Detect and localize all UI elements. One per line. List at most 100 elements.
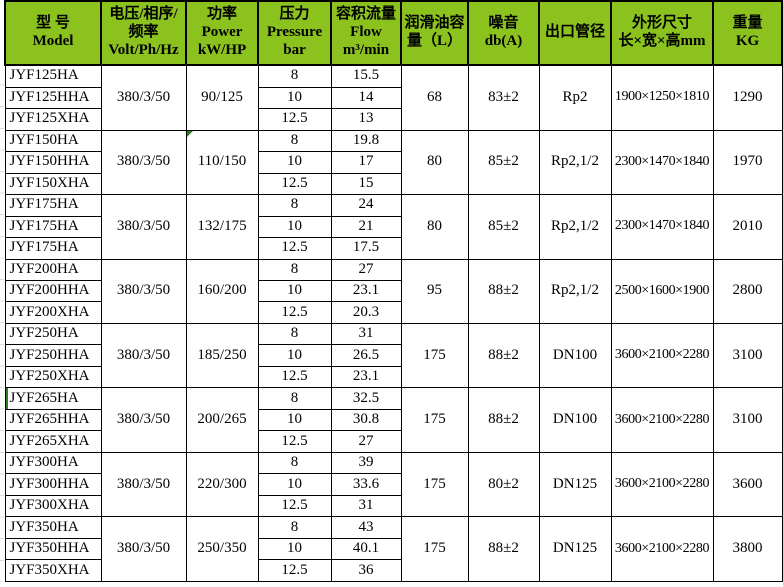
cell-pressure[interactable]: 12.5 — [257, 301, 332, 324]
cell-volt[interactable]: 380/3/50 — [100, 322, 187, 389]
cell-pressure[interactable]: 10 — [257, 408, 332, 432]
cell-model[interactable]: JYF265HHA — [4, 408, 102, 432]
cell-pressure[interactable]: 10 — [257, 279, 332, 303]
cell-pressure[interactable]: 10 — [257, 86, 332, 110]
cell-flow[interactable]: 30.8 — [330, 408, 402, 432]
cell-flow[interactable]: 32.5 — [330, 387, 402, 410]
cell-oil[interactable]: 175 — [400, 387, 469, 453]
cell-pressure[interactable]: 12.5 — [257, 237, 332, 260]
cell-dims[interactable]: 3600×2100×2280 — [610, 516, 714, 582]
cell-pressure[interactable]: 10 — [257, 215, 332, 239]
cell-pressure[interactable]: 8 — [257, 258, 332, 281]
cell-model[interactable]: JYF265HA — [4, 387, 102, 410]
cell-model[interactable]: JYF250HA — [4, 322, 102, 346]
cell-model[interactable]: JYF350XHA — [4, 559, 102, 582]
cell-flow[interactable]: 15.5 — [330, 64, 402, 88]
cell-outlet[interactable]: Rp2,1/2 — [538, 258, 612, 324]
cell-power[interactable]: 160/200 — [185, 258, 259, 324]
cell-flow[interactable]: 13 — [330, 108, 402, 131]
cell-model[interactable]: JYF200HHA — [4, 279, 102, 303]
cell-power[interactable]: 132/175 — [185, 194, 259, 260]
cell-flow[interactable]: 40.1 — [330, 537, 402, 561]
cell-model[interactable]: JYF300XHA — [4, 494, 102, 518]
cell-weight[interactable]: 1290 — [712, 64, 783, 131]
cell-model[interactable]: JYF175HA — [4, 194, 102, 217]
cell-model[interactable]: JYF125HHA — [4, 86, 102, 110]
cell-weight[interactable]: 2010 — [712, 194, 783, 260]
cell-oil[interactable]: 95 — [400, 258, 469, 324]
cell-model[interactable]: JYF265XHA — [4, 430, 102, 453]
cell-dims[interactable]: 3600×2100×2280 — [610, 322, 714, 389]
cell-oil[interactable]: 175 — [400, 516, 469, 582]
col-header-model[interactable]: 型 号 Model — [4, 0, 102, 66]
cell-dims[interactable]: 2300×1470×1840 — [610, 129, 714, 196]
cell-flow[interactable]: 17 — [330, 151, 402, 174]
cell-flow[interactable]: 15 — [330, 172, 402, 196]
cell-model[interactable]: JYF200XHA — [4, 301, 102, 324]
cell-dims[interactable]: 2500×1600×1900 — [610, 258, 714, 324]
cell-model[interactable]: JYF150HA — [4, 129, 102, 153]
cell-oil[interactable]: 80 — [400, 129, 469, 196]
cell-pressure[interactable]: 12.5 — [257, 108, 332, 131]
cell-pressure[interactable]: 10 — [257, 344, 332, 367]
col-header-dims[interactable]: 外形尺寸 长×宽×高mm — [610, 0, 714, 66]
cell-model[interactable]: JYF150HHA — [4, 151, 102, 174]
cell-pressure[interactable]: 8 — [257, 387, 332, 410]
cell-flow[interactable]: 39 — [330, 451, 402, 475]
cell-flow[interactable]: 31 — [330, 322, 402, 346]
cell-noise[interactable]: 85±2 — [467, 194, 540, 260]
cell-noise[interactable]: 88±2 — [467, 258, 540, 324]
cell-power[interactable]: 90/125 — [185, 64, 259, 131]
cell-oil[interactable]: 80 — [400, 194, 469, 260]
cell-noise[interactable]: 88±2 — [467, 322, 540, 389]
cell-oil[interactable]: 175 — [400, 451, 469, 518]
cell-power[interactable]: 200/265 — [185, 387, 259, 453]
cell-weight[interactable]: 3100 — [712, 322, 783, 389]
col-header-power[interactable]: 功率 Power kW/HP — [185, 0, 259, 66]
cell-noise[interactable]: 80±2 — [467, 451, 540, 518]
cell-pressure[interactable]: 8 — [257, 516, 332, 539]
cell-volt[interactable]: 380/3/50 — [100, 129, 187, 196]
cell-pressure[interactable]: 8 — [257, 451, 332, 475]
col-header-outlet[interactable]: 出口管径 — [538, 0, 612, 66]
col-header-flow[interactable]: 容积流量 Flow m³/min — [330, 0, 402, 66]
cell-weight[interactable]: 3800 — [712, 516, 783, 582]
cell-flow[interactable]: 19.8 — [330, 129, 402, 153]
cell-weight[interactable]: 2800 — [712, 258, 783, 324]
col-header-pressure[interactable]: 压力 Pressure bar — [257, 0, 332, 66]
cell-dims[interactable]: 3600×2100×2280 — [610, 387, 714, 453]
cell-flow[interactable]: 43 — [330, 516, 402, 539]
col-header-volt[interactable]: 电压/相序/ 频率 Volt/Ph/Hz — [100, 0, 187, 66]
cell-pressure[interactable]: 10 — [257, 537, 332, 561]
cell-pressure[interactable]: 12.5 — [257, 430, 332, 453]
cell-weight[interactable]: 1970 — [712, 129, 783, 196]
cell-pressure[interactable]: 10 — [257, 151, 332, 174]
cell-pressure[interactable]: 12.5 — [257, 559, 332, 582]
cell-flow[interactable]: 17.5 — [330, 237, 402, 260]
cell-flow[interactable]: 36 — [330, 559, 402, 582]
cell-pressure[interactable]: 8 — [257, 129, 332, 153]
cell-volt[interactable]: 380/3/50 — [100, 387, 187, 453]
cell-power[interactable]: 250/350 — [185, 516, 259, 582]
col-header-weight[interactable]: 重量 KG — [712, 0, 783, 66]
cell-flow[interactable]: 23.1 — [330, 279, 402, 303]
cell-volt[interactable]: 380/3/50 — [100, 64, 187, 131]
cell-dims[interactable]: 2300×1470×1840 — [610, 194, 714, 260]
cell-flow[interactable]: 14 — [330, 86, 402, 110]
cell-model[interactable]: JYF250HHA — [4, 344, 102, 367]
cell-outlet[interactable]: DN125 — [538, 451, 612, 518]
cell-model[interactable]: JYF350HA — [4, 516, 102, 539]
cell-pressure[interactable]: 8 — [257, 194, 332, 217]
cell-power[interactable]: 185/250 — [185, 322, 259, 389]
cell-outlet[interactable]: DN125 — [538, 516, 612, 582]
cell-oil[interactable]: 175 — [400, 322, 469, 389]
cell-noise[interactable]: 88±2 — [467, 387, 540, 453]
cell-model[interactable]: JYF300HA — [4, 451, 102, 475]
col-header-oil[interactable]: 润滑油容 量（L） — [400, 0, 469, 66]
cell-dims[interactable]: 3600×2100×2280 — [610, 451, 714, 518]
cell-pressure[interactable]: 12.5 — [257, 494, 332, 518]
col-header-noise[interactable]: 噪音 db(A) — [467, 0, 540, 66]
cell-outlet[interactable]: Rp2,1/2 — [538, 194, 612, 260]
cell-flow[interactable]: 27 — [330, 430, 402, 453]
cell-flow[interactable]: 23.1 — [330, 365, 402, 389]
